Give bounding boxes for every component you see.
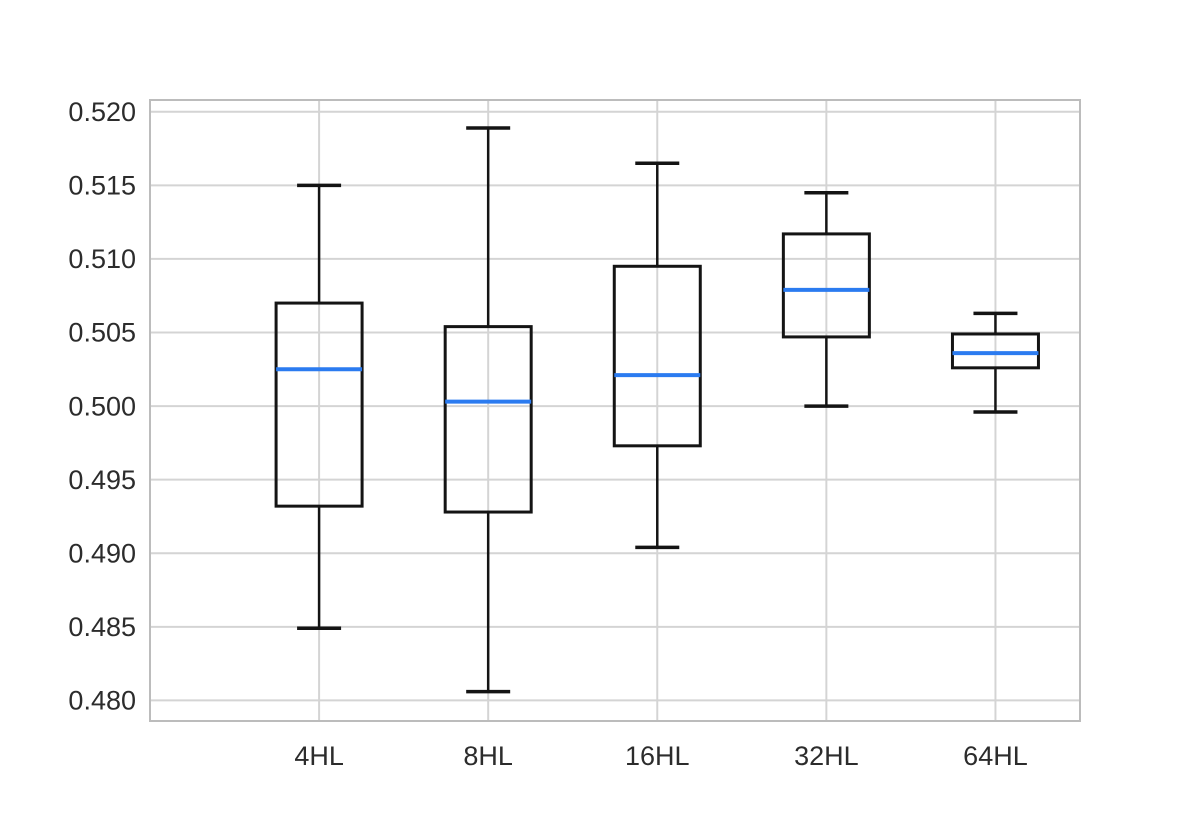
box-group-64HL (950, 311, 1040, 414)
y-tick-label-0.485: 0.485 (68, 612, 136, 642)
y-tick-label-0.500: 0.500 (68, 391, 136, 421)
x-tick-label-16HL: 16HL (625, 741, 690, 771)
box-group-4HL (274, 183, 364, 631)
x-tick-label-32HL: 32HL (794, 741, 859, 771)
y-tick-label-0.480: 0.480 (68, 686, 136, 716)
iqr-box-64HL (950, 332, 1040, 370)
box-group-8HL (443, 126, 533, 694)
y-tick-label-0.495: 0.495 (68, 465, 136, 495)
box-group-32HL (781, 190, 871, 408)
x-tick-label-8HL: 8HL (463, 741, 513, 771)
y-tick-label-0.510: 0.510 (68, 244, 136, 274)
iqr-box-32HL (781, 232, 871, 339)
y-tick-label-0.490: 0.490 (68, 538, 136, 568)
plot-frame (149, 99, 1081, 722)
y-tick-label-0.505: 0.505 (68, 318, 136, 348)
iqr-box-16HL (612, 264, 702, 448)
iqr-box-8HL (443, 325, 533, 514)
box-group-16HL (612, 161, 702, 550)
x-tick-label-4HL: 4HL (294, 741, 344, 771)
y-tick-label-0.520: 0.520 (68, 97, 136, 127)
x-tick-label-64HL: 64HL (963, 741, 1028, 771)
iqr-box-4HL (274, 301, 364, 508)
y-tick-label-0.515: 0.515 (68, 171, 136, 201)
